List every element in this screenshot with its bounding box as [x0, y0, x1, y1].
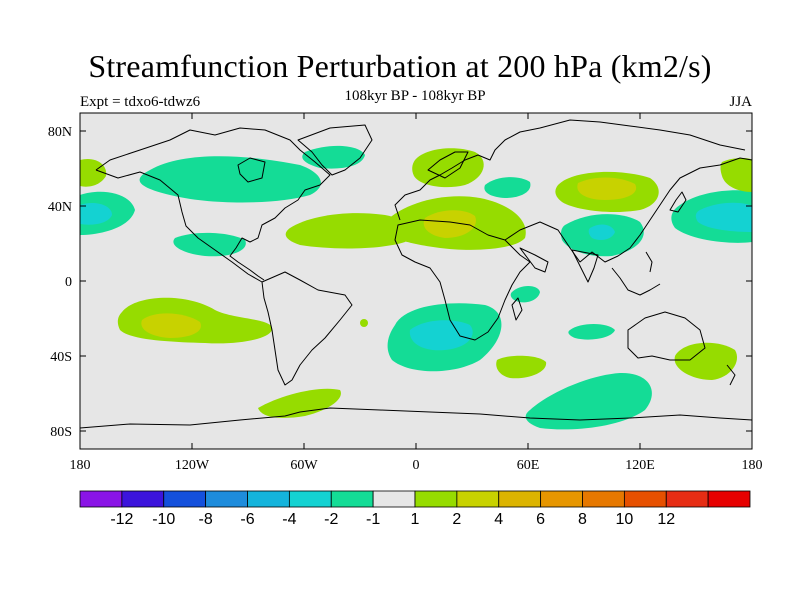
contour-field [80, 119, 752, 430]
colorbar-label: 1 [411, 511, 420, 528]
contour-neg-socean [525, 372, 652, 430]
colorbar-swatch [247, 490, 290, 508]
colorbar-label: 4 [494, 511, 503, 528]
colorbar-swatch [707, 490, 751, 508]
colorbar-label: -4 [282, 511, 296, 528]
contour-pos-nw-edge [80, 158, 107, 187]
season-label: JJA [729, 94, 752, 110]
y-label: 80S [50, 425, 72, 440]
colorbar-label: 8 [578, 511, 587, 528]
colorbar-swatch [163, 490, 207, 508]
contour-pos-siberia-core [577, 177, 637, 200]
experiment-label: Expt = tdxo6-tdwz6 [80, 94, 201, 110]
period-label: 108kyr BP - 108kyr BP [344, 88, 486, 104]
contour-neg-casia [484, 177, 531, 198]
x-label: 120W [175, 458, 210, 473]
colorbar-swatch [623, 490, 667, 508]
contour-neg-greenland [302, 145, 365, 169]
colorbar-label: -12 [110, 511, 133, 528]
contour-neg-satl-core [409, 320, 473, 351]
colorbar-label: 10 [615, 511, 633, 528]
colorbar-swatch [665, 490, 709, 508]
colorbar-swatch [414, 490, 458, 508]
colorbar-swatch [79, 490, 123, 508]
contour-pos-scandinavia [412, 148, 484, 188]
contour-neg-spac [674, 342, 738, 380]
x-label: 120E [625, 458, 655, 473]
contour-pos-europe-core [423, 210, 476, 238]
colorbar-label: -1 [366, 511, 380, 528]
colorbar-swatch [456, 490, 500, 508]
colorbar-swatch [582, 490, 625, 508]
y-label: 40S [50, 350, 72, 365]
x-label: 60W [290, 458, 318, 473]
colorbar-label: 6 [536, 511, 545, 528]
colorbar-swatch [540, 490, 583, 508]
map-title: Streamfunction Perturbation at 200 hPa (… [88, 48, 712, 84]
contour-pos-sind [496, 355, 547, 379]
colorbar-swatch [372, 490, 416, 508]
x-label: 0 [413, 458, 420, 473]
contour-neg-na [139, 156, 321, 203]
colorbar-swatch [498, 490, 542, 508]
contour-neg-indian [568, 324, 615, 340]
x-label: 180 [70, 458, 91, 473]
colorbar-label: 2 [452, 511, 461, 528]
colorbar-label: -8 [199, 511, 213, 528]
colorbar-label: -6 [240, 511, 254, 528]
colorbar-swatch [330, 490, 374, 508]
contour-pos-drake [258, 388, 341, 418]
contour-neg-wpac-core [80, 203, 112, 225]
contour-neg-camerica [173, 232, 246, 257]
colorbar-label: 12 [657, 511, 675, 528]
coastlines [80, 119, 752, 429]
x-label: 60E [517, 458, 540, 473]
colorbar-swatch [288, 490, 332, 508]
colorbar: -12 -10 -8 -6 -4 -2 -1 1 2 4 6 8 10 12 [79, 490, 751, 528]
x-label: 180 [742, 458, 763, 473]
colorbar-label: -10 [152, 511, 175, 528]
x-axis: 180 120W 60W 0 60E 120E 180 [70, 113, 763, 473]
contour-pos-natl [285, 213, 413, 249]
y-axis: 80N 40N 0 40S 80S [48, 125, 752, 440]
y-label: 40N [48, 200, 72, 215]
contour-neg-asia-core [588, 224, 615, 240]
colorbar-swatch [205, 490, 248, 508]
colorbar-swatch [121, 490, 165, 508]
contour-pos-spac-core [141, 313, 201, 338]
y-label: 0 [65, 275, 72, 290]
y-label: 80N [48, 125, 72, 140]
contour-neg-epac-core [695, 202, 752, 232]
colorbar-label: -2 [324, 511, 338, 528]
contour-pos-dot [360, 319, 368, 327]
contour-pos-ne-edge [720, 158, 752, 192]
